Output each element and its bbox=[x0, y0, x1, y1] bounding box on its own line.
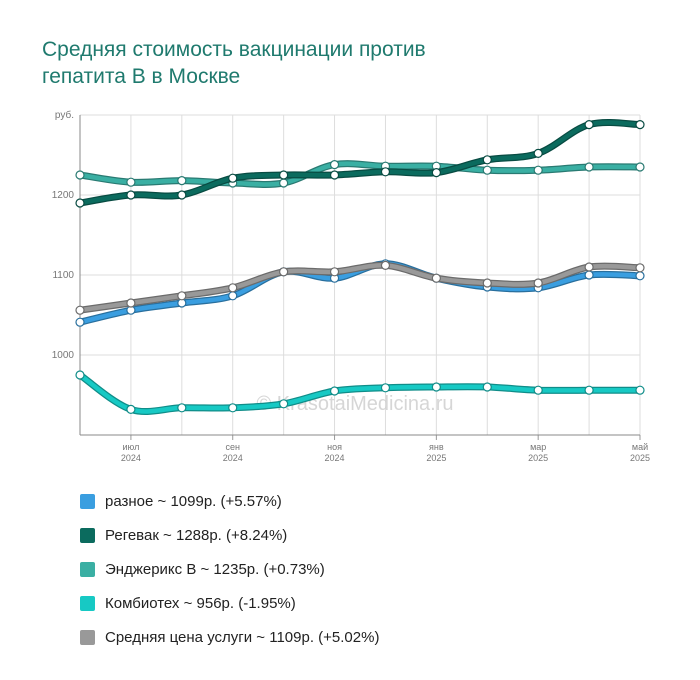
point bbox=[329, 386, 340, 396]
x-tick-label-line: май bbox=[632, 442, 648, 452]
legend-swatch bbox=[80, 629, 95, 645]
x-tick-label-line: 2025 bbox=[426, 453, 446, 463]
point bbox=[126, 404, 136, 414]
point bbox=[635, 271, 645, 281]
y-tick-label: 1000 bbox=[52, 350, 75, 361]
legend-item[interactable]: Регевак ~ 1288р. (+8.24%) bbox=[80, 518, 379, 552]
x-tick-label-line: 2025 bbox=[630, 453, 650, 463]
x-tick-label: сен 2024 bbox=[223, 442, 243, 463]
x-tick-label-line: 2024 bbox=[325, 453, 345, 463]
point bbox=[482, 382, 492, 392]
x-tick-label: июл 2024 bbox=[121, 442, 141, 463]
point bbox=[228, 173, 238, 183]
point bbox=[279, 170, 289, 180]
legend-swatch bbox=[80, 493, 95, 509]
point bbox=[279, 399, 289, 409]
point bbox=[533, 148, 543, 158]
legend-item[interactable]: Комбиотех ~ 956р. (-1.95%) bbox=[80, 586, 379, 620]
point bbox=[533, 278, 543, 288]
point bbox=[482, 165, 492, 175]
x-tick-label-line: сен bbox=[225, 442, 240, 452]
x-tick-label: янв 2025 bbox=[426, 442, 446, 463]
point bbox=[75, 305, 85, 315]
legend-item[interactable]: Энджерикс В ~ 1235р. (+0.73%) bbox=[80, 552, 379, 586]
point bbox=[635, 119, 645, 130]
point bbox=[75, 198, 85, 208]
legend-item[interactable]: разное ~ 1099р. (+5.57%) bbox=[80, 484, 379, 518]
point bbox=[635, 162, 645, 172]
point bbox=[533, 165, 543, 175]
point bbox=[584, 262, 594, 272]
point bbox=[584, 162, 594, 172]
point bbox=[431, 273, 441, 283]
legend-swatch bbox=[80, 561, 95, 577]
point bbox=[329, 160, 340, 170]
y-tick-label: руб. bbox=[55, 109, 74, 121]
point bbox=[380, 383, 391, 393]
point bbox=[279, 178, 289, 188]
point bbox=[380, 167, 391, 177]
x-tick-label-line: янв bbox=[429, 442, 444, 452]
point bbox=[482, 155, 492, 165]
x-tick-label-line: мар bbox=[530, 442, 546, 452]
point bbox=[279, 267, 289, 277]
point bbox=[177, 403, 187, 413]
point bbox=[177, 291, 187, 301]
point bbox=[431, 382, 441, 392]
legend-swatch bbox=[80, 527, 95, 543]
legend-label: Регевак ~ 1288р. (+8.24%) bbox=[105, 526, 288, 544]
legend: разное ~ 1099р. (+5.57%) Регевак ~ 1288р.… bbox=[80, 484, 379, 654]
point bbox=[75, 170, 85, 180]
series-line bbox=[77, 261, 643, 325]
x-tick-label: ноя 2024 bbox=[325, 442, 345, 463]
point bbox=[329, 170, 340, 180]
point bbox=[482, 278, 492, 288]
point bbox=[126, 190, 136, 200]
point bbox=[329, 267, 340, 277]
x-tick-label-line: 2025 bbox=[528, 453, 548, 463]
legend-swatch bbox=[80, 595, 95, 611]
point bbox=[228, 403, 238, 413]
point bbox=[126, 298, 136, 308]
point bbox=[584, 385, 594, 395]
point bbox=[533, 385, 543, 395]
point bbox=[431, 168, 441, 178]
x-tick-label-line: 2024 bbox=[121, 453, 141, 463]
y-tick-label: 1100 bbox=[52, 270, 74, 281]
x-tick-label: май 2025 bbox=[630, 442, 650, 463]
point bbox=[228, 291, 238, 301]
legend-label: Энджерикс В ~ 1235р. (+0.73%) bbox=[105, 560, 325, 578]
point bbox=[126, 177, 136, 187]
point bbox=[584, 270, 594, 280]
x-tick-label: мар 2025 bbox=[528, 442, 548, 463]
point bbox=[635, 385, 645, 395]
y-tick-label: 1200 bbox=[52, 190, 75, 201]
legend-item[interactable]: Средняя цена услуги ~ 1109р. (+5.02%) bbox=[80, 620, 379, 654]
chart-title: Средняя стоимость вакцинации против гепа… bbox=[42, 38, 426, 88]
legend-label: Комбиотех ~ 956р. (-1.95%) bbox=[105, 594, 296, 612]
x-tick-label-line: июл bbox=[122, 442, 139, 452]
point bbox=[584, 119, 594, 130]
x-tick-label-line: ноя bbox=[327, 442, 342, 452]
point bbox=[75, 317, 85, 327]
point bbox=[228, 283, 238, 293]
point bbox=[177, 176, 187, 186]
point bbox=[177, 190, 187, 200]
legend-label: разное ~ 1099р. (+5.57%) bbox=[105, 492, 282, 510]
x-tick-label-line: 2024 bbox=[223, 453, 243, 463]
point bbox=[635, 263, 645, 273]
legend-label: Средняя цена услуги ~ 1109р. (+5.02%) bbox=[105, 628, 380, 646]
point bbox=[75, 370, 85, 380]
point bbox=[380, 260, 391, 270]
